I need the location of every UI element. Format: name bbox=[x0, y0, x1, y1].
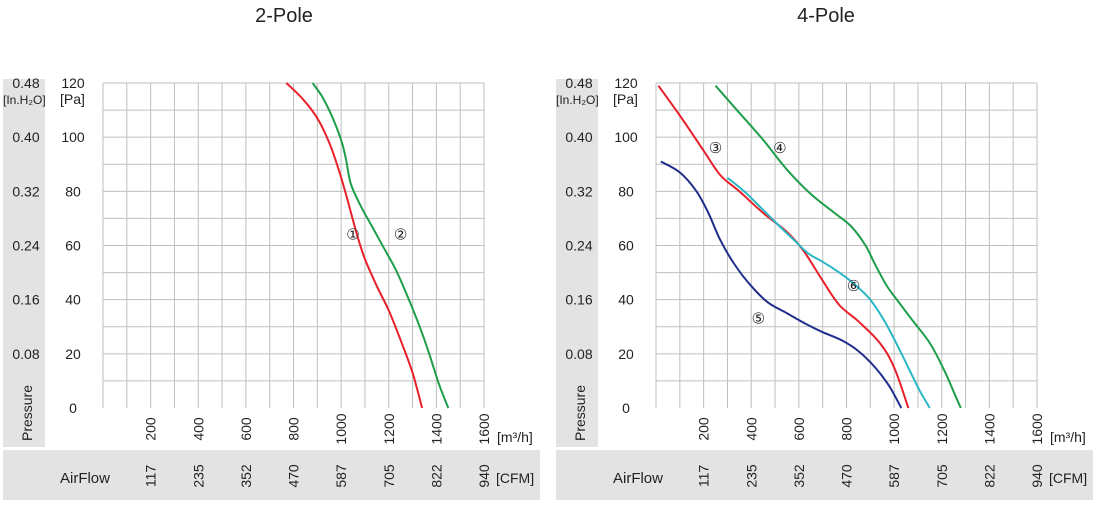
inh2o-tick-label: 0.48 bbox=[12, 75, 39, 91]
x-unit-label: [m³/h] bbox=[497, 429, 533, 445]
x-tick-label: 400 bbox=[743, 417, 759, 441]
cfm-tick-label: 940 bbox=[1029, 464, 1045, 488]
y-tick-label: 40 bbox=[65, 292, 81, 308]
series-label-2: ② bbox=[394, 227, 407, 244]
y-tick-label: 60 bbox=[618, 238, 634, 254]
inh2o-tick-label: 0.40 bbox=[565, 129, 592, 145]
series-label-1: ③ bbox=[709, 140, 722, 157]
series-line-3 bbox=[660, 160, 903, 409]
series-line-4 bbox=[726, 177, 931, 409]
y-tick-label: 100 bbox=[614, 129, 638, 145]
cfm-tick-label: 117 bbox=[696, 465, 712, 488]
x-tick-label: 600 bbox=[238, 417, 254, 441]
x-tick-label: 1400 bbox=[981, 413, 997, 444]
cfm-tick-label: 705 bbox=[381, 464, 397, 488]
x-tick-label: 1600 bbox=[476, 413, 492, 444]
cfm-unit-label: [CFM] bbox=[496, 470, 534, 486]
x-tick-label: 1200 bbox=[381, 413, 397, 444]
airflow-label: AirFlow bbox=[613, 470, 663, 487]
x-tick-label: 800 bbox=[286, 417, 302, 441]
inh2o-tick-label: 0.16 bbox=[565, 292, 592, 308]
airflow-label: AirFlow bbox=[60, 470, 110, 487]
series-label-3: ⑤ bbox=[752, 311, 765, 328]
cfm-tick-label: 117 bbox=[143, 465, 159, 488]
pa-unit-label: [Pa] bbox=[60, 91, 85, 107]
left-scale-band bbox=[3, 79, 45, 447]
y-tick-label: 20 bbox=[618, 346, 634, 362]
series-line-2 bbox=[714, 85, 962, 409]
x-tick-label: 800 bbox=[839, 417, 855, 441]
cfm-tick-label: 587 bbox=[333, 464, 349, 488]
x-tick-label: 400 bbox=[190, 417, 206, 441]
inh2o-tick-label: 0.24 bbox=[565, 238, 592, 254]
y-tick-label: 20 bbox=[65, 346, 81, 362]
inh2o-tick-label: 0.48 bbox=[565, 75, 592, 91]
inh2o-tick-label: 0.08 bbox=[12, 346, 39, 362]
x-tick-label: 1600 bbox=[1029, 413, 1045, 444]
y-tick-label: 120 bbox=[61, 75, 85, 91]
chart-panel-2: 4-Pole [In.H₂O] [Pa] 0 20 40 60 80 100 120 0.08 0.1… bbox=[556, 5, 1093, 500]
y-tick-label: 120 bbox=[614, 75, 638, 91]
series-label-4: ⑥ bbox=[847, 278, 860, 295]
cfm-tick-label: 235 bbox=[190, 464, 206, 488]
y-tick-label: 80 bbox=[65, 183, 81, 199]
x-unit-label: [m³/h] bbox=[1050, 429, 1086, 445]
inh2o-tick-label: 0.08 bbox=[565, 346, 592, 362]
inh2o-tick-label: 0.40 bbox=[12, 129, 39, 145]
cfm-tick-label: 822 bbox=[981, 464, 997, 488]
chart-title: 4-Pole bbox=[797, 5, 855, 27]
cfm-tick-label: 235 bbox=[743, 464, 759, 488]
y-tick-label: 100 bbox=[61, 129, 85, 145]
inh2o-tick-label: 0.32 bbox=[565, 183, 592, 199]
inh2o-tick-label: 0.16 bbox=[12, 292, 39, 308]
y-tick-label: 60 bbox=[65, 238, 81, 254]
pa-unit-label: [Pa] bbox=[613, 91, 638, 107]
cfm-tick-label: 470 bbox=[286, 464, 302, 488]
cfm-tick-label: 822 bbox=[428, 464, 444, 488]
x-tick-label: 1000 bbox=[886, 413, 902, 444]
cfm-unit-label: [CFM] bbox=[1049, 470, 1087, 486]
cfm-tick-label: 352 bbox=[238, 464, 254, 488]
y-tick-label: 0 bbox=[622, 400, 630, 416]
cfm-scale-band bbox=[3, 450, 540, 500]
x-tick-label: 1400 bbox=[428, 413, 444, 444]
inh2o-unit-label: [In.H₂O] bbox=[3, 93, 46, 107]
y-tick-label: 80 bbox=[618, 183, 634, 199]
y-tick-label: 0 bbox=[69, 400, 77, 416]
series-line-2 bbox=[311, 82, 450, 409]
inh2o-unit-label: [In.H₂O] bbox=[556, 93, 599, 107]
chart-title: 2-Pole bbox=[255, 5, 313, 27]
inh2o-tick-label: 0.24 bbox=[12, 238, 39, 254]
cfm-tick-label: 940 bbox=[476, 464, 492, 488]
series-line-1 bbox=[285, 82, 424, 409]
cfm-tick-label: 352 bbox=[791, 464, 807, 488]
series-line-1 bbox=[657, 85, 910, 409]
x-tick-label: 1200 bbox=[934, 413, 950, 444]
x-tick-label: 600 bbox=[791, 417, 807, 441]
y-tick-label: 40 bbox=[618, 292, 634, 308]
series-label-1: ① bbox=[346, 227, 359, 244]
left-scale-band bbox=[556, 79, 598, 447]
x-tick-label: 1000 bbox=[333, 413, 349, 444]
cfm-scale-band bbox=[556, 450, 1093, 500]
chart-panel-1: 2-Pole [In.H₂O] [Pa] 0 20 40 60 80 100 120 0.08 0.1… bbox=[3, 5, 540, 500]
series-label-2: ④ bbox=[773, 140, 786, 157]
y-axis-title: Pressure bbox=[19, 385, 35, 441]
cfm-tick-label: 470 bbox=[839, 464, 855, 488]
cfm-tick-label: 587 bbox=[886, 464, 902, 488]
cfm-tick-label: 705 bbox=[934, 464, 950, 488]
inh2o-tick-label: 0.32 bbox=[12, 183, 39, 199]
x-tick-label: 200 bbox=[143, 417, 159, 441]
y-axis-title: Pressure bbox=[572, 385, 588, 441]
x-tick-label: 200 bbox=[696, 417, 712, 441]
